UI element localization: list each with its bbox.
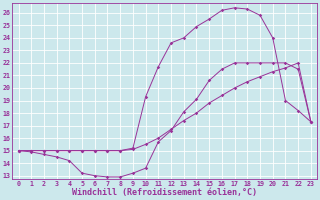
X-axis label: Windchill (Refroidissement éolien,°C): Windchill (Refroidissement éolien,°C)	[72, 188, 257, 197]
